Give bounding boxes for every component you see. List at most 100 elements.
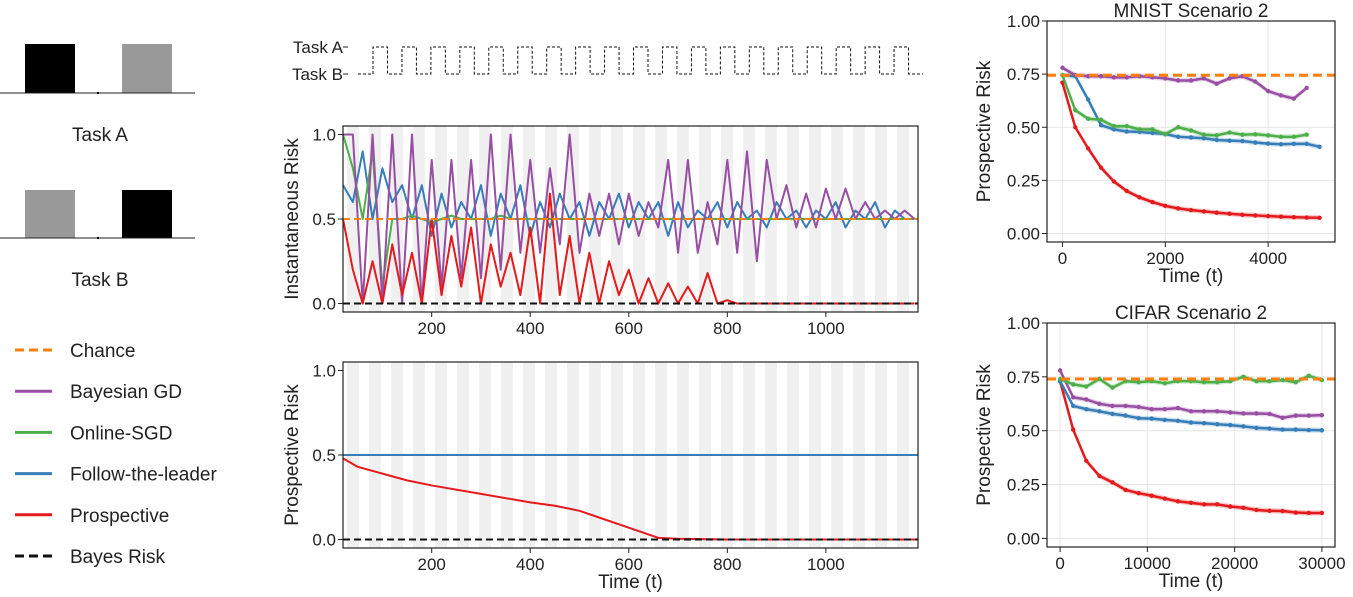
- xtick-label: 600: [615, 555, 643, 574]
- data-point: [1293, 427, 1298, 432]
- xtick-label: 4000: [1249, 249, 1287, 268]
- task-b-bar-2: [122, 190, 172, 238]
- data-point: [1163, 131, 1168, 137]
- data-point: [1317, 144, 1322, 149]
- x-axis-label: Time (t): [1159, 571, 1224, 592]
- data-point: [1162, 406, 1168, 412]
- data-point: [1306, 427, 1312, 433]
- data-point: [1097, 473, 1102, 479]
- ytick-label: 1.0: [312, 361, 336, 380]
- data-point: [1241, 505, 1246, 510]
- data-point: [1280, 427, 1285, 432]
- legend-label: Bayes Risk: [70, 547, 166, 568]
- task-b-bar-1: [25, 190, 75, 238]
- ytick-label: 0.50: [1007, 118, 1040, 137]
- data-point: [1201, 136, 1207, 141]
- data-point: [1188, 78, 1194, 83]
- legend-item: Follow-the-leader: [15, 465, 217, 486]
- task-a-label: Task A: [72, 125, 128, 146]
- data-point: [1097, 409, 1102, 414]
- ytick-label: 1.00: [1007, 12, 1040, 31]
- axes-frame: [342, 361, 919, 549]
- data-point: [1084, 384, 1089, 389]
- axes-frame: [342, 125, 919, 313]
- legend: Chance Bayesian GD Online-SGD Follow-the-le…: [15, 341, 217, 568]
- xtick-label: 1000: [807, 319, 845, 338]
- data-point: [1188, 500, 1194, 506]
- data-point: [1241, 424, 1246, 429]
- data-point: [1175, 405, 1181, 411]
- legend-label: Chance: [70, 341, 136, 362]
- data-point: [1070, 382, 1076, 387]
- ytick-label: 0.0: [312, 531, 336, 550]
- series-line-prospective: [342, 457, 918, 541]
- data-point: [1085, 97, 1091, 102]
- data-point: [1124, 123, 1129, 129]
- y-axis-label: Prospective Risk: [974, 364, 995, 506]
- instantaneous-risk-chart: 0.0 0.5 1.0 200 400 600 800 1000 Instantaneous R…: [282, 125, 919, 338]
- data-point: [1278, 93, 1284, 98]
- data-point: [1306, 373, 1312, 378]
- ytick-label: 1.0: [312, 125, 336, 144]
- data-point: [1111, 123, 1117, 129]
- data-point: [1123, 403, 1128, 409]
- data-point: [1291, 96, 1297, 101]
- data-point: [1150, 130, 1155, 136]
- task-band: [501, 126, 513, 312]
- data-point: [1214, 502, 1220, 507]
- ytick-label: 0.25: [1007, 476, 1040, 495]
- series-line: [1058, 380, 1322, 515]
- series-online-sgd: [1057, 373, 1325, 391]
- data-point: [1280, 415, 1285, 420]
- ytick-label: 0.5: [312, 446, 336, 465]
- confidence-band: [1062, 80, 1320, 221]
- prospective-risk-chart: 0.0 0.5 1.0 200 400 600 800 1000 Prospective Ris…: [282, 361, 919, 593]
- ytick-label: Task A: [293, 38, 344, 57]
- legend-label: Follow-the-leader: [70, 465, 217, 486]
- data-point: [1267, 411, 1272, 417]
- data-point: [1306, 510, 1312, 516]
- data-point: [1227, 138, 1232, 143]
- xtick-label: 800: [713, 555, 741, 574]
- data-point: [1136, 490, 1141, 496]
- data-point: [1214, 210, 1219, 215]
- series-online-sgd: [1060, 72, 1309, 140]
- legend-item: Bayes Risk: [15, 547, 166, 568]
- data-point: [1175, 78, 1181, 83]
- data-point: [1254, 411, 1259, 416]
- series-bayesian-gd: [1057, 367, 1325, 421]
- data-point: [1175, 418, 1181, 423]
- data-point: [1110, 385, 1115, 390]
- data-point: [1293, 413, 1298, 418]
- ytick-label: 0.75: [1007, 65, 1040, 84]
- data-point: [1304, 215, 1309, 220]
- data-point: [1098, 165, 1104, 170]
- data-point: [1188, 135, 1194, 140]
- data-point: [1097, 376, 1102, 382]
- data-point: [1188, 207, 1194, 213]
- xtick-label: 10000: [1124, 554, 1171, 573]
- data-point: [1201, 209, 1207, 214]
- data-point: [1175, 134, 1181, 140]
- data-point: [1253, 79, 1258, 84]
- y-axis-label: Prospective Risk: [282, 384, 303, 526]
- data-point: [1111, 75, 1117, 80]
- x-axis-label: Time (t): [598, 572, 663, 593]
- data-point: [1084, 406, 1089, 412]
- data-point: [1188, 420, 1194, 425]
- data-point: [1265, 133, 1271, 138]
- data-point: [1241, 411, 1246, 416]
- task-schedule-chart: Task A Task B: [292, 38, 923, 84]
- data-point: [1227, 211, 1232, 216]
- data-point: [1124, 129, 1129, 134]
- data-point: [1253, 140, 1258, 145]
- data-point: [1162, 381, 1168, 386]
- data-point: [1098, 74, 1104, 79]
- legend-item: Online-SGD: [15, 423, 172, 444]
- data-point: [1267, 508, 1272, 514]
- data-point: [1175, 125, 1181, 130]
- data-point: [1163, 203, 1168, 209]
- axes-frame: [1046, 322, 1336, 548]
- data-point: [1070, 395, 1076, 400]
